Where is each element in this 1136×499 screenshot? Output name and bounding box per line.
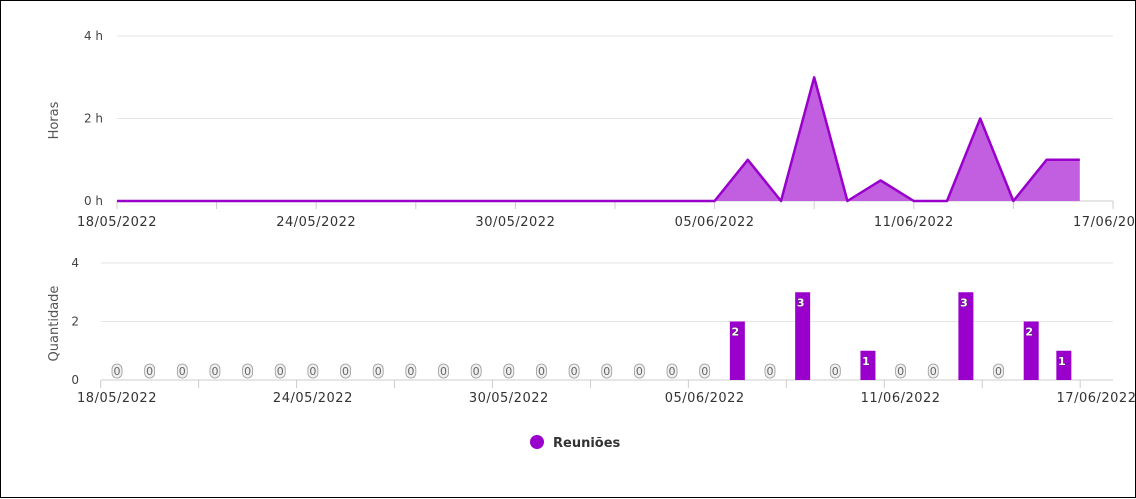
x-tick-label: 05/06/2022 <box>675 215 755 230</box>
y-tick-label: 0 h <box>84 194 103 208</box>
x-tick-label: 05/06/2022 <box>665 391 745 406</box>
bar <box>860 350 876 380</box>
zero-label-badge <box>307 363 319 379</box>
zero-label-badge <box>470 363 482 379</box>
zero-label-badge <box>144 363 156 379</box>
data-label: 0 <box>342 365 349 378</box>
bar <box>729 321 745 380</box>
bar <box>1056 350 1072 380</box>
zero-label-badge <box>601 363 613 379</box>
y-tick-label: 2 h <box>84 112 103 126</box>
zero-label-badge <box>927 363 939 379</box>
data-label: 0 <box>277 365 284 378</box>
data-label: 0 <box>146 365 153 378</box>
data-label: 0 <box>603 365 610 378</box>
zero-label-badge <box>405 363 417 379</box>
data-label: 0 <box>832 365 839 378</box>
data-label: 0 <box>211 365 218 378</box>
zero-label-badge <box>176 363 188 379</box>
x-tick-label: 11/06/2022 <box>874 215 954 230</box>
quantidade-bar-chart: 0 2 4 Quantidade 18/05/2022 24/05/2022 30/05/2… <box>47 256 1136 406</box>
y-axis-label: Horas <box>47 101 62 139</box>
zero-label-badge <box>634 363 645 379</box>
legend[interactable]: Reuniões <box>530 435 621 451</box>
data-label: 0 <box>114 365 121 378</box>
zero-label-badge <box>340 363 351 379</box>
zero-label-badge <box>666 363 678 379</box>
data-label: 1 <box>862 355 870 368</box>
data-label: 2 <box>1025 326 1033 339</box>
data-label: 3 <box>797 296 805 309</box>
zero-label-badge <box>438 363 449 379</box>
x-tick-label: 18/05/2022 <box>77 215 157 230</box>
data-label: 0 <box>440 365 447 378</box>
data-label: 3 <box>960 296 968 309</box>
data-label: 0 <box>767 365 774 378</box>
data-label: 0 <box>244 365 251 378</box>
data-label: 0 <box>930 365 937 378</box>
data-label: 0 <box>538 365 545 378</box>
x-tick-label: 24/05/2022 <box>276 215 356 230</box>
series-line <box>117 76 1080 203</box>
zero-label-badge <box>111 363 123 379</box>
data-label: 0 <box>669 365 676 378</box>
zero-label-badge <box>209 363 221 379</box>
legend-marker[interactable] <box>530 435 544 449</box>
data-label: 0 <box>375 365 382 378</box>
x-tick-label: 17/06/2022 <box>1073 215 1136 230</box>
data-label: 1 <box>1058 355 1066 368</box>
data-label: 2 <box>732 326 740 339</box>
zero-label-badge <box>536 363 547 379</box>
zero-label-badge <box>829 363 841 379</box>
bar <box>958 292 974 380</box>
data-label: 0 <box>505 365 512 378</box>
data-label: 0 <box>179 365 186 378</box>
y-tick-label: 4 <box>71 256 79 270</box>
x-tick-label: 17/06/2022 <box>1057 391 1136 406</box>
zero-label-badge <box>274 363 286 379</box>
zero-label-badge <box>764 363 776 379</box>
zero-label-badge <box>242 363 254 379</box>
data-label: 0 <box>571 365 578 378</box>
data-label: 0 <box>407 365 414 378</box>
zero-label-badge <box>503 363 515 379</box>
x-tick-label: 24/05/2022 <box>273 391 353 406</box>
zero-label-badge <box>895 363 906 379</box>
zero-label-badge <box>993 363 1004 379</box>
bar <box>795 292 811 380</box>
y-axis-label: Quantidade <box>47 286 62 362</box>
data-label: 0 <box>897 365 904 378</box>
legend-label[interactable]: Reuniões <box>553 436 621 451</box>
data-label: 0 <box>701 365 708 378</box>
horas-area-chart: 0 h 2 h 4 h Horas 18/05/2022 24/05/2022 30/05/… <box>47 29 1136 230</box>
data-label: 0 <box>473 365 480 378</box>
data-label: 0 <box>995 365 1002 378</box>
zero-label-badge <box>699 363 711 379</box>
y-tick-label: 0 <box>71 373 79 387</box>
x-tick-label: 30/05/2022 <box>469 391 549 406</box>
x-tick-label: 18/05/2022 <box>77 391 157 406</box>
y-tick-label: 2 <box>71 315 79 329</box>
x-tick-label: 11/06/2022 <box>861 391 941 406</box>
series-area <box>117 77 1080 201</box>
zero-label-badge <box>568 363 580 379</box>
data-label: 0 <box>636 365 643 378</box>
y-tick-label: 4 h <box>84 29 103 43</box>
data-label: 0 <box>309 365 316 378</box>
zero-label-badge <box>372 363 384 379</box>
bar <box>1023 321 1039 380</box>
x-tick-label: 30/05/2022 <box>475 215 555 230</box>
